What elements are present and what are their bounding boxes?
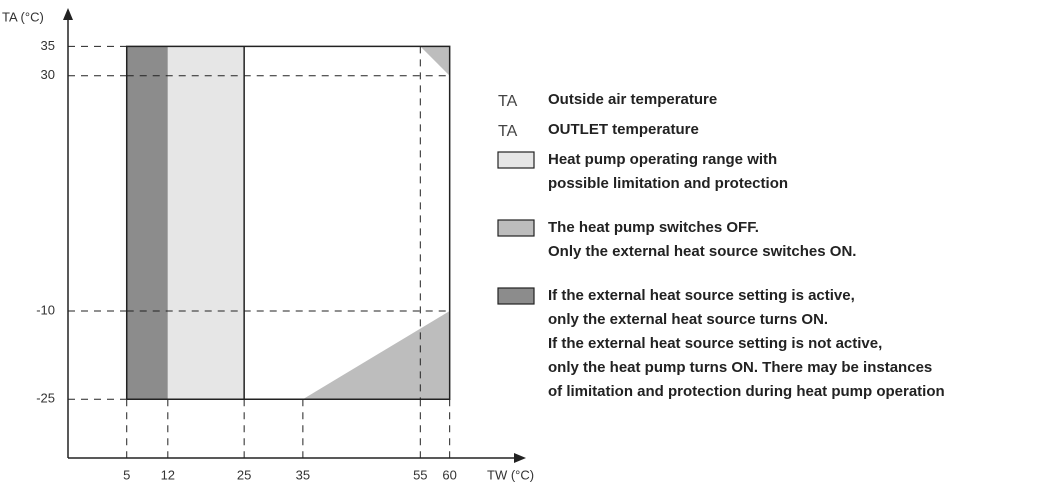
legend-text: If the external heat source setting is a… [548,287,855,304]
y-axis-label: TA (°C) [2,9,44,24]
region [302,311,450,400]
y-tick-label: 35 [41,38,55,53]
y-tick-label: -10 [36,302,55,317]
x-tick-label: 25 [237,467,251,482]
y-tick-label: 30 [41,67,55,82]
legend-text: of limitation and protection during heat… [548,383,945,400]
x-tick-label: 5 [123,467,130,482]
legend-text: The heat pump switches OFF. [548,219,759,236]
x-tick-label: 12 [161,467,175,482]
x-tick-label: 55 [413,467,427,482]
legend-text: OUTLET temperature [548,121,699,138]
legend-swatch [497,219,535,237]
legend-text: If the external heat source setting is n… [548,335,882,352]
legend-text: Heat pump operating range with [548,151,777,168]
x-axis-label: TW (°C) [487,467,534,482]
x-tick-label: 35 [296,467,310,482]
y-arrow [63,8,73,20]
legend-symbol: TA [498,123,518,140]
boundary-line [125,45,451,400]
legend-text: only the external heat source turns ON. [548,311,828,328]
region [126,46,168,400]
legend-text: only the heat pump turns ON. There may b… [548,359,932,376]
x-arrow [514,453,526,463]
legend-swatch [497,151,535,169]
legend-text: possible limitation and protection [548,175,788,192]
legend-symbol: TA [498,93,518,110]
x-tick-label: 60 [442,467,456,482]
region [167,46,245,400]
region [420,46,450,76]
legend-text: Only the external heat source switches O… [548,243,856,260]
legend-swatch [497,287,535,305]
y-tick-label: -25 [36,391,55,406]
legend-text: Outside air temperature [548,91,717,108]
